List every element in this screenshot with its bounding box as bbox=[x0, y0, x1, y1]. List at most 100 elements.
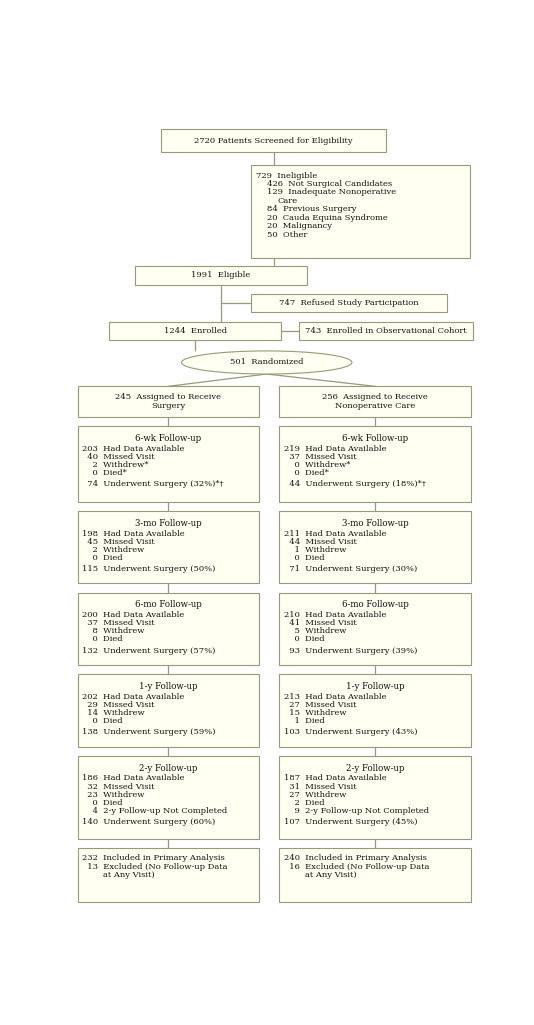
Text: 5  Withdrew: 5 Withdrew bbox=[284, 627, 346, 636]
FancyBboxPatch shape bbox=[77, 849, 259, 902]
Text: 1-y Follow-up: 1-y Follow-up bbox=[139, 682, 198, 691]
FancyBboxPatch shape bbox=[279, 386, 472, 417]
FancyBboxPatch shape bbox=[279, 511, 472, 583]
Text: 31  Missed Visit: 31 Missed Visit bbox=[284, 782, 356, 790]
Text: 37  Missed Visit: 37 Missed Visit bbox=[284, 453, 356, 461]
Text: 0  Died: 0 Died bbox=[284, 636, 324, 644]
Text: 115  Underwent Surgery (50%): 115 Underwent Surgery (50%) bbox=[82, 565, 216, 573]
Text: 74  Underwent Surgery (32%)*†: 74 Underwent Surgery (32%)*† bbox=[82, 481, 224, 488]
Text: 29  Missed Visit: 29 Missed Visit bbox=[82, 701, 155, 709]
Text: 103  Underwent Surgery (43%): 103 Underwent Surgery (43%) bbox=[284, 728, 417, 736]
FancyBboxPatch shape bbox=[299, 322, 473, 340]
Text: 138  Underwent Surgery (59%): 138 Underwent Surgery (59%) bbox=[82, 728, 216, 736]
Text: 41  Missed Visit: 41 Missed Visit bbox=[284, 619, 357, 627]
Text: 27  Missed Visit: 27 Missed Visit bbox=[284, 701, 356, 709]
Text: 256  Assigned to Receive
Nonoperative Care: 256 Assigned to Receive Nonoperative Car… bbox=[323, 394, 428, 410]
Text: 200  Had Data Available: 200 Had Data Available bbox=[82, 611, 185, 619]
Text: at Any Visit): at Any Visit) bbox=[284, 871, 356, 879]
Text: 187  Had Data Available: 187 Had Data Available bbox=[284, 775, 387, 782]
Text: 2  Died: 2 Died bbox=[284, 798, 324, 807]
Text: 3-mo Follow-up: 3-mo Follow-up bbox=[342, 519, 409, 528]
Text: 1991  Eligible: 1991 Eligible bbox=[191, 272, 250, 280]
Text: 2720 Patients Screened for Eligibility: 2720 Patients Screened for Eligibility bbox=[194, 136, 353, 145]
FancyBboxPatch shape bbox=[279, 592, 472, 665]
FancyBboxPatch shape bbox=[77, 674, 259, 746]
Ellipse shape bbox=[182, 351, 352, 374]
Text: 6-mo Follow-up: 6-mo Follow-up bbox=[342, 601, 409, 610]
Text: 14  Withdrew: 14 Withdrew bbox=[82, 709, 145, 716]
Text: 23  Withdrew: 23 Withdrew bbox=[82, 790, 145, 798]
Text: 20  Malignancy: 20 Malignancy bbox=[266, 222, 332, 231]
Text: 107  Underwent Surgery (45%): 107 Underwent Surgery (45%) bbox=[284, 818, 417, 826]
Text: 245  Assigned to Receive
Surgery: 245 Assigned to Receive Surgery bbox=[115, 394, 221, 410]
FancyBboxPatch shape bbox=[77, 426, 259, 502]
Text: 37  Missed Visit: 37 Missed Visit bbox=[82, 619, 155, 627]
Text: 0  Died*: 0 Died* bbox=[284, 469, 328, 477]
Text: 8  Withdrew: 8 Withdrew bbox=[82, 627, 145, 636]
Text: 1  Died: 1 Died bbox=[284, 718, 325, 725]
Text: 45  Missed Visit: 45 Missed Visit bbox=[82, 538, 155, 545]
Text: 44  Underwent Surgery (18%)*†: 44 Underwent Surgery (18%)*† bbox=[284, 481, 426, 488]
Text: 2-y Follow-up: 2-y Follow-up bbox=[139, 764, 198, 773]
Text: 213  Had Data Available: 213 Had Data Available bbox=[284, 693, 386, 701]
FancyBboxPatch shape bbox=[279, 426, 472, 502]
Text: 426  Not Surgical Candidates: 426 Not Surgical Candidates bbox=[266, 180, 392, 188]
Text: 2  Withdrew*: 2 Withdrew* bbox=[82, 461, 149, 469]
Text: 50  Other: 50 Other bbox=[266, 231, 307, 239]
Text: 129  Inadequate Nonoperative: 129 Inadequate Nonoperative bbox=[266, 189, 396, 197]
Text: 0  Died: 0 Died bbox=[284, 554, 324, 562]
Text: 232  Included in Primary Analysis: 232 Included in Primary Analysis bbox=[82, 855, 225, 862]
Text: 1244  Enrolled: 1244 Enrolled bbox=[164, 327, 227, 335]
Text: 1  Withdrew: 1 Withdrew bbox=[284, 545, 346, 554]
Text: 15  Withdrew: 15 Withdrew bbox=[284, 709, 346, 716]
Text: at Any Visit): at Any Visit) bbox=[82, 871, 155, 879]
Text: 3-mo Follow-up: 3-mo Follow-up bbox=[135, 519, 202, 528]
FancyBboxPatch shape bbox=[161, 129, 386, 153]
FancyBboxPatch shape bbox=[109, 322, 281, 340]
Text: 0  Died: 0 Died bbox=[82, 798, 123, 807]
FancyBboxPatch shape bbox=[279, 756, 472, 839]
Text: 93  Underwent Surgery (39%): 93 Underwent Surgery (39%) bbox=[284, 647, 417, 655]
Text: 2-y Follow-up: 2-y Follow-up bbox=[346, 764, 404, 773]
Text: 32  Missed Visit: 32 Missed Visit bbox=[82, 782, 155, 790]
Text: 747  Refused Study Participation: 747 Refused Study Participation bbox=[279, 299, 419, 307]
Text: 0  Died: 0 Died bbox=[82, 554, 123, 562]
Text: 140  Underwent Surgery (60%): 140 Underwent Surgery (60%) bbox=[82, 818, 216, 826]
Text: 202  Had Data Available: 202 Had Data Available bbox=[82, 693, 185, 701]
FancyBboxPatch shape bbox=[77, 592, 259, 665]
Text: Care: Care bbox=[278, 197, 297, 205]
Text: 186  Had Data Available: 186 Had Data Available bbox=[82, 775, 185, 782]
Text: 2  Withdrew: 2 Withdrew bbox=[82, 545, 145, 554]
Text: 0  Died*: 0 Died* bbox=[82, 469, 127, 477]
Text: 210  Had Data Available: 210 Had Data Available bbox=[284, 611, 386, 619]
FancyBboxPatch shape bbox=[135, 266, 307, 285]
Text: 40  Missed Visit: 40 Missed Visit bbox=[82, 453, 155, 461]
Text: 240  Included in Primary Analysis: 240 Included in Primary Analysis bbox=[284, 855, 427, 862]
Text: 4  2-y Follow-up Not Completed: 4 2-y Follow-up Not Completed bbox=[82, 807, 227, 815]
FancyBboxPatch shape bbox=[279, 674, 472, 746]
Text: 743  Enrolled in Observational Cohort: 743 Enrolled in Observational Cohort bbox=[305, 327, 467, 335]
Text: 16  Excluded (No Follow-up Data: 16 Excluded (No Follow-up Data bbox=[284, 863, 429, 871]
Text: 132  Underwent Surgery (57%): 132 Underwent Surgery (57%) bbox=[82, 647, 216, 655]
FancyBboxPatch shape bbox=[251, 165, 470, 257]
Text: 198  Had Data Available: 198 Had Data Available bbox=[82, 530, 185, 537]
Text: 203  Had Data Available: 203 Had Data Available bbox=[82, 445, 185, 453]
Text: 0  Died: 0 Died bbox=[82, 636, 123, 644]
FancyBboxPatch shape bbox=[77, 511, 259, 583]
Text: 6-mo Follow-up: 6-mo Follow-up bbox=[135, 601, 202, 610]
Text: 13  Excluded (No Follow-up Data: 13 Excluded (No Follow-up Data bbox=[82, 863, 227, 871]
Text: 0  Died: 0 Died bbox=[82, 718, 123, 725]
Text: 71  Underwent Surgery (30%): 71 Underwent Surgery (30%) bbox=[284, 565, 417, 573]
FancyBboxPatch shape bbox=[77, 386, 259, 417]
Text: 6-wk Follow-up: 6-wk Follow-up bbox=[135, 434, 201, 443]
Text: 211  Had Data Available: 211 Had Data Available bbox=[284, 530, 386, 537]
Text: 20  Cauda Equina Syndrome: 20 Cauda Equina Syndrome bbox=[266, 214, 388, 221]
Text: 0  Withdrew*: 0 Withdrew* bbox=[284, 461, 350, 469]
Text: 27  Withdrew: 27 Withdrew bbox=[284, 790, 346, 798]
FancyBboxPatch shape bbox=[77, 756, 259, 839]
FancyBboxPatch shape bbox=[279, 849, 472, 902]
Text: 729  Ineligible: 729 Ineligible bbox=[256, 171, 317, 179]
Text: 44  Missed Visit: 44 Missed Visit bbox=[284, 538, 357, 545]
Text: 84  Previous Surgery: 84 Previous Surgery bbox=[266, 205, 356, 213]
Text: 6-wk Follow-up: 6-wk Follow-up bbox=[342, 434, 409, 443]
